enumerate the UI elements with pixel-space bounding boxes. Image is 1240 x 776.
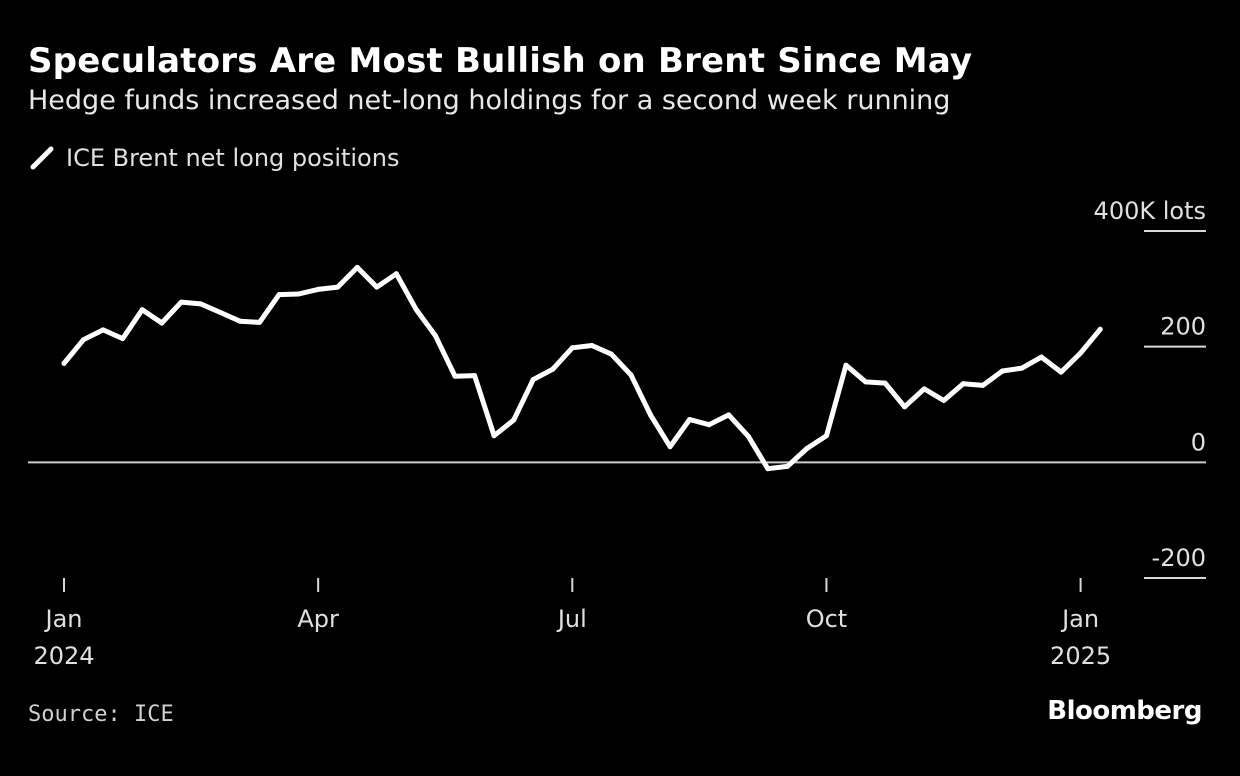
data-point — [472, 373, 478, 379]
data-point — [726, 412, 732, 418]
data-point — [198, 301, 204, 307]
data-point — [784, 463, 790, 469]
legend-line-icon — [30, 146, 54, 170]
data-point — [120, 336, 126, 342]
data-point — [335, 284, 341, 290]
data-point — [393, 271, 399, 277]
data-point — [217, 310, 223, 315]
data-point — [765, 466, 771, 472]
y-tick-label: 400K lots — [1094, 197, 1206, 225]
data-point — [432, 333, 438, 339]
data-point — [139, 307, 145, 313]
data-point — [296, 291, 302, 297]
data-point — [667, 444, 673, 450]
data-point — [921, 386, 927, 392]
data-point — [687, 417, 693, 422]
data-point — [413, 306, 419, 312]
data-point — [491, 433, 497, 439]
data-point — [1019, 365, 1025, 371]
data-point — [100, 327, 106, 333]
data-point — [941, 398, 947, 403]
data-point — [452, 373, 458, 379]
data-point — [980, 382, 986, 388]
data-point — [843, 362, 849, 368]
data-point — [589, 343, 595, 348]
x-tick-label: Oct — [806, 605, 848, 633]
data-point — [237, 318, 243, 324]
x-tick-label: Jan — [44, 605, 83, 633]
chart-subtitle: Hedge funds increased net-long holdings … — [28, 85, 951, 116]
data-point — [882, 380, 888, 386]
data-point — [999, 368, 1005, 374]
data-point — [61, 360, 67, 366]
data-point — [159, 320, 165, 326]
series-layer — [61, 264, 1103, 472]
y-tick-label: 200 — [1160, 313, 1206, 341]
data-point — [354, 264, 360, 270]
data-point — [745, 433, 751, 439]
data-point — [706, 422, 712, 428]
data-point — [511, 417, 517, 423]
data-point — [960, 381, 966, 387]
data-point — [530, 377, 536, 383]
data-point — [648, 412, 653, 418]
data-point — [374, 284, 380, 290]
series-line-brent-net-long — [61, 264, 1103, 472]
data-point — [1097, 326, 1103, 332]
x-tick-label: Jan — [1060, 605, 1099, 633]
y-tick-label: -200 — [1152, 544, 1206, 572]
data-point — [628, 372, 634, 378]
data-point — [569, 345, 575, 351]
y-tick-labels: 400K lots 200 0 -200 — [1094, 197, 1206, 572]
x-tick-year-label: 2025 — [1050, 642, 1111, 670]
data-point — [276, 292, 282, 298]
data-point — [81, 337, 86, 343]
legend-label: ICE Brent net long positions — [66, 144, 400, 172]
data-point — [550, 366, 556, 372]
data-point — [608, 351, 614, 357]
y-gridlines — [28, 230, 1206, 579]
x-axis: Jan 2024 Apr Jul Oct Jan 2025 — [33, 578, 1111, 670]
data-point — [1078, 350, 1084, 356]
data-points — [61, 264, 1103, 472]
y-tick-label: 0 — [1191, 428, 1206, 456]
bloomberg-logo: Bloomberg — [1047, 696, 1202, 726]
data-point — [804, 446, 810, 451]
data-point — [824, 433, 829, 439]
x-tick-label: Apr — [297, 605, 339, 633]
data-point — [1039, 354, 1044, 360]
data-point — [1058, 369, 1064, 375]
data-point — [315, 286, 321, 292]
chart-title: Speculators Are Most Bullish on Brent Si… — [28, 41, 973, 81]
legend: ICE Brent net long positions — [28, 140, 399, 176]
source-note: Source: ICE — [28, 702, 174, 727]
data-point — [178, 299, 184, 305]
x-tick-year-label: 2024 — [33, 642, 94, 670]
data-point — [863, 379, 869, 385]
data-point — [257, 319, 262, 325]
x-tick-label: Jul — [556, 605, 587, 633]
data-point — [902, 404, 908, 410]
